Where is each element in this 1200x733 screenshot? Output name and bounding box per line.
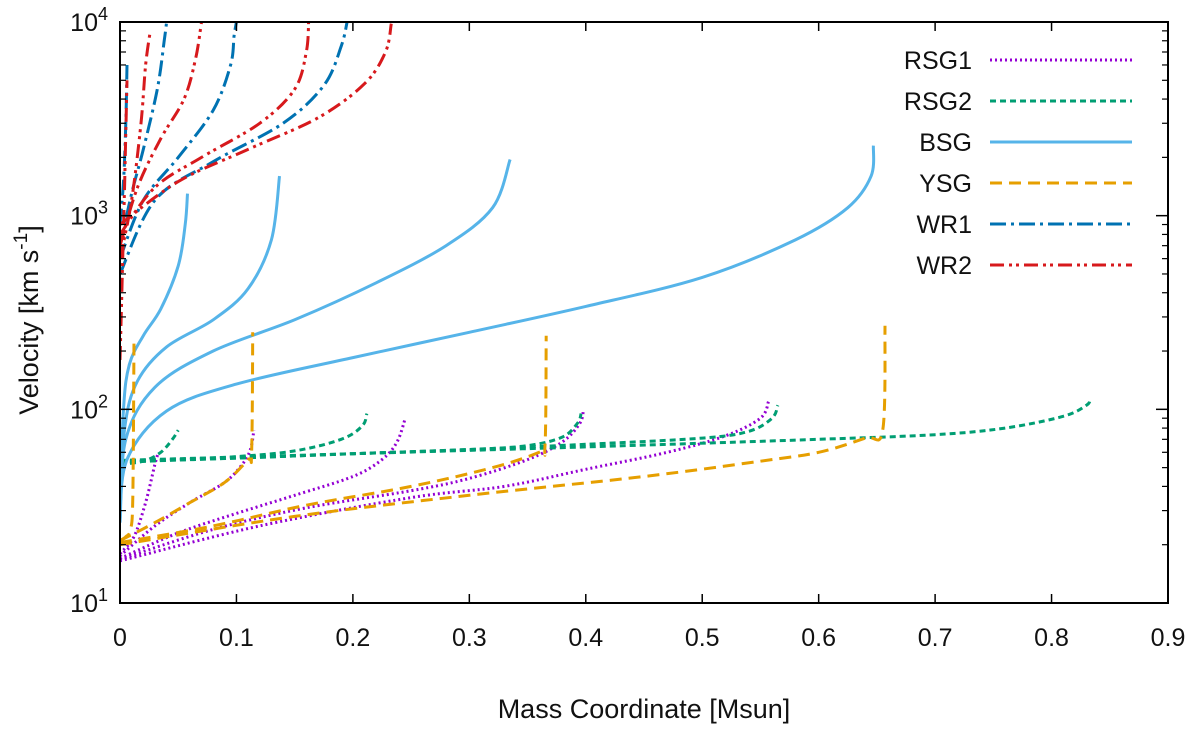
series-line [120,332,255,542]
y-tick-label: 101 [70,585,108,618]
x-tick-label: 0.3 [452,624,487,652]
legend: RSG1 RSG2 BSG YSG WR1 WR2 [904,47,1132,280]
x-tick-label: 0.8 [1034,624,1069,652]
tick-labels-layer: 0 0.1 0.2 0.3 0.4 0.5 0.6 0.7 0.8 0.9 101 102 103 104 [70,4,1185,652]
series-wr2 [120,22,393,360]
x-axis-title: Mass Coordinate [Msun] [498,694,791,724]
y-tick-label: 102 [70,391,108,424]
x-tick-label: 0.2 [336,624,371,652]
series-line [120,413,369,465]
series-line [120,429,180,466]
plot-frame [119,21,1169,604]
series-line [120,23,393,226]
legend-label: RSG2 [904,88,972,116]
legend-label: YSG [919,170,972,198]
x-tick-label: 0.5 [685,624,720,652]
series-rsg1 [120,400,771,563]
series-ysg [120,325,887,547]
legend-label: RSG1 [904,47,972,75]
y-axis-title: Velocity [km s-1] [11,225,44,414]
x-tick-label: 0.4 [568,624,603,652]
series-layer [120,22,1092,563]
series-rsg2 [120,398,1092,466]
series-line [120,80,129,360]
series-line [120,398,1092,462]
series-wr1 [120,22,349,275]
legend-label: BSG [919,129,972,157]
series-line [120,22,311,236]
x-tick-label: 0.9 [1151,624,1186,652]
series-line [120,22,169,247]
series-line [120,325,887,547]
x-tick-label: 0.6 [801,624,836,652]
x-tick-label: 0.7 [918,624,953,652]
series-line [120,22,238,260]
series-line [120,335,548,545]
legend-label: WR2 [916,252,972,280]
legend-label: WR1 [916,211,972,239]
x-tick-label: 0 [113,624,127,652]
ticks-layer [119,21,1169,604]
series-line [120,145,876,523]
series-line [120,22,203,247]
series-line [120,404,780,463]
series-line [120,22,349,275]
y-tick-label: 103 [70,198,108,231]
series-line [120,408,585,561]
series-line [120,400,771,563]
y-tick-label: 104 [70,4,108,37]
x-tick-label: 0.1 [219,624,254,652]
